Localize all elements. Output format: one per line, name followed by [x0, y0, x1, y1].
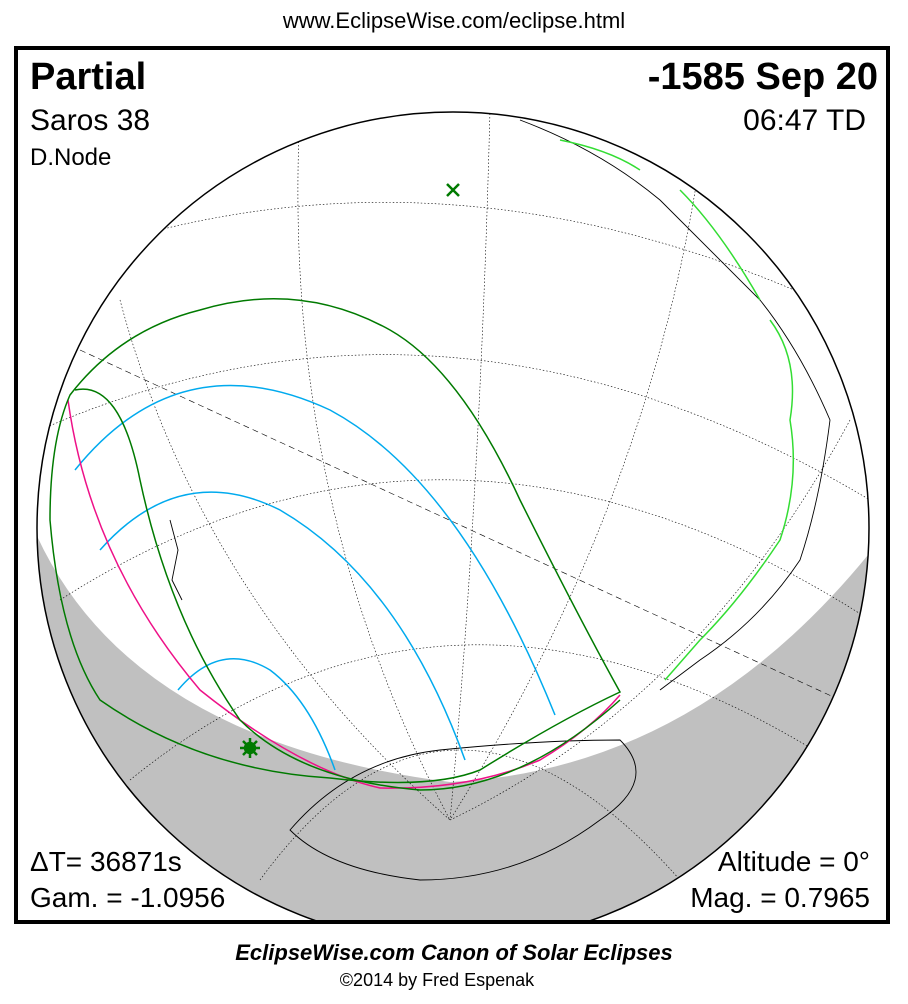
coast-highlight [559, 139, 861, 681]
night-shading [37, 520, 869, 920]
altitude: Altitude = 0° [717, 846, 870, 877]
saros: Saros 38 [30, 104, 151, 137]
magnitude-curves [74, 384, 556, 771]
gamma: Gam. = -1.0956 [30, 882, 226, 913]
header-url: www.EclipseWise.com/eclipse.html [282, 8, 626, 33]
map-frame [14, 46, 890, 924]
eclipse-type: Partial [30, 56, 147, 98]
footer-copyright: ©2014 by Fred Espenak [339, 970, 535, 990]
eclipse-date: -1585 Sep 20 [647, 56, 878, 98]
delta-t: ΔT= 36871s [30, 846, 182, 877]
magnitude: Mag. = 0.7965 [690, 882, 870, 913]
globe [37, 112, 869, 920]
time: 06:47 TD [743, 104, 866, 137]
greatest-eclipse-star-icon [240, 738, 260, 758]
footer-title: EclipseWise.com Canon of Solar Eclipses [235, 940, 673, 965]
subsolar-cross-icon [446, 183, 460, 197]
node: D.Node [30, 144, 112, 171]
coastlines [169, 119, 831, 881]
eclipse-limits [49, 298, 622, 791]
